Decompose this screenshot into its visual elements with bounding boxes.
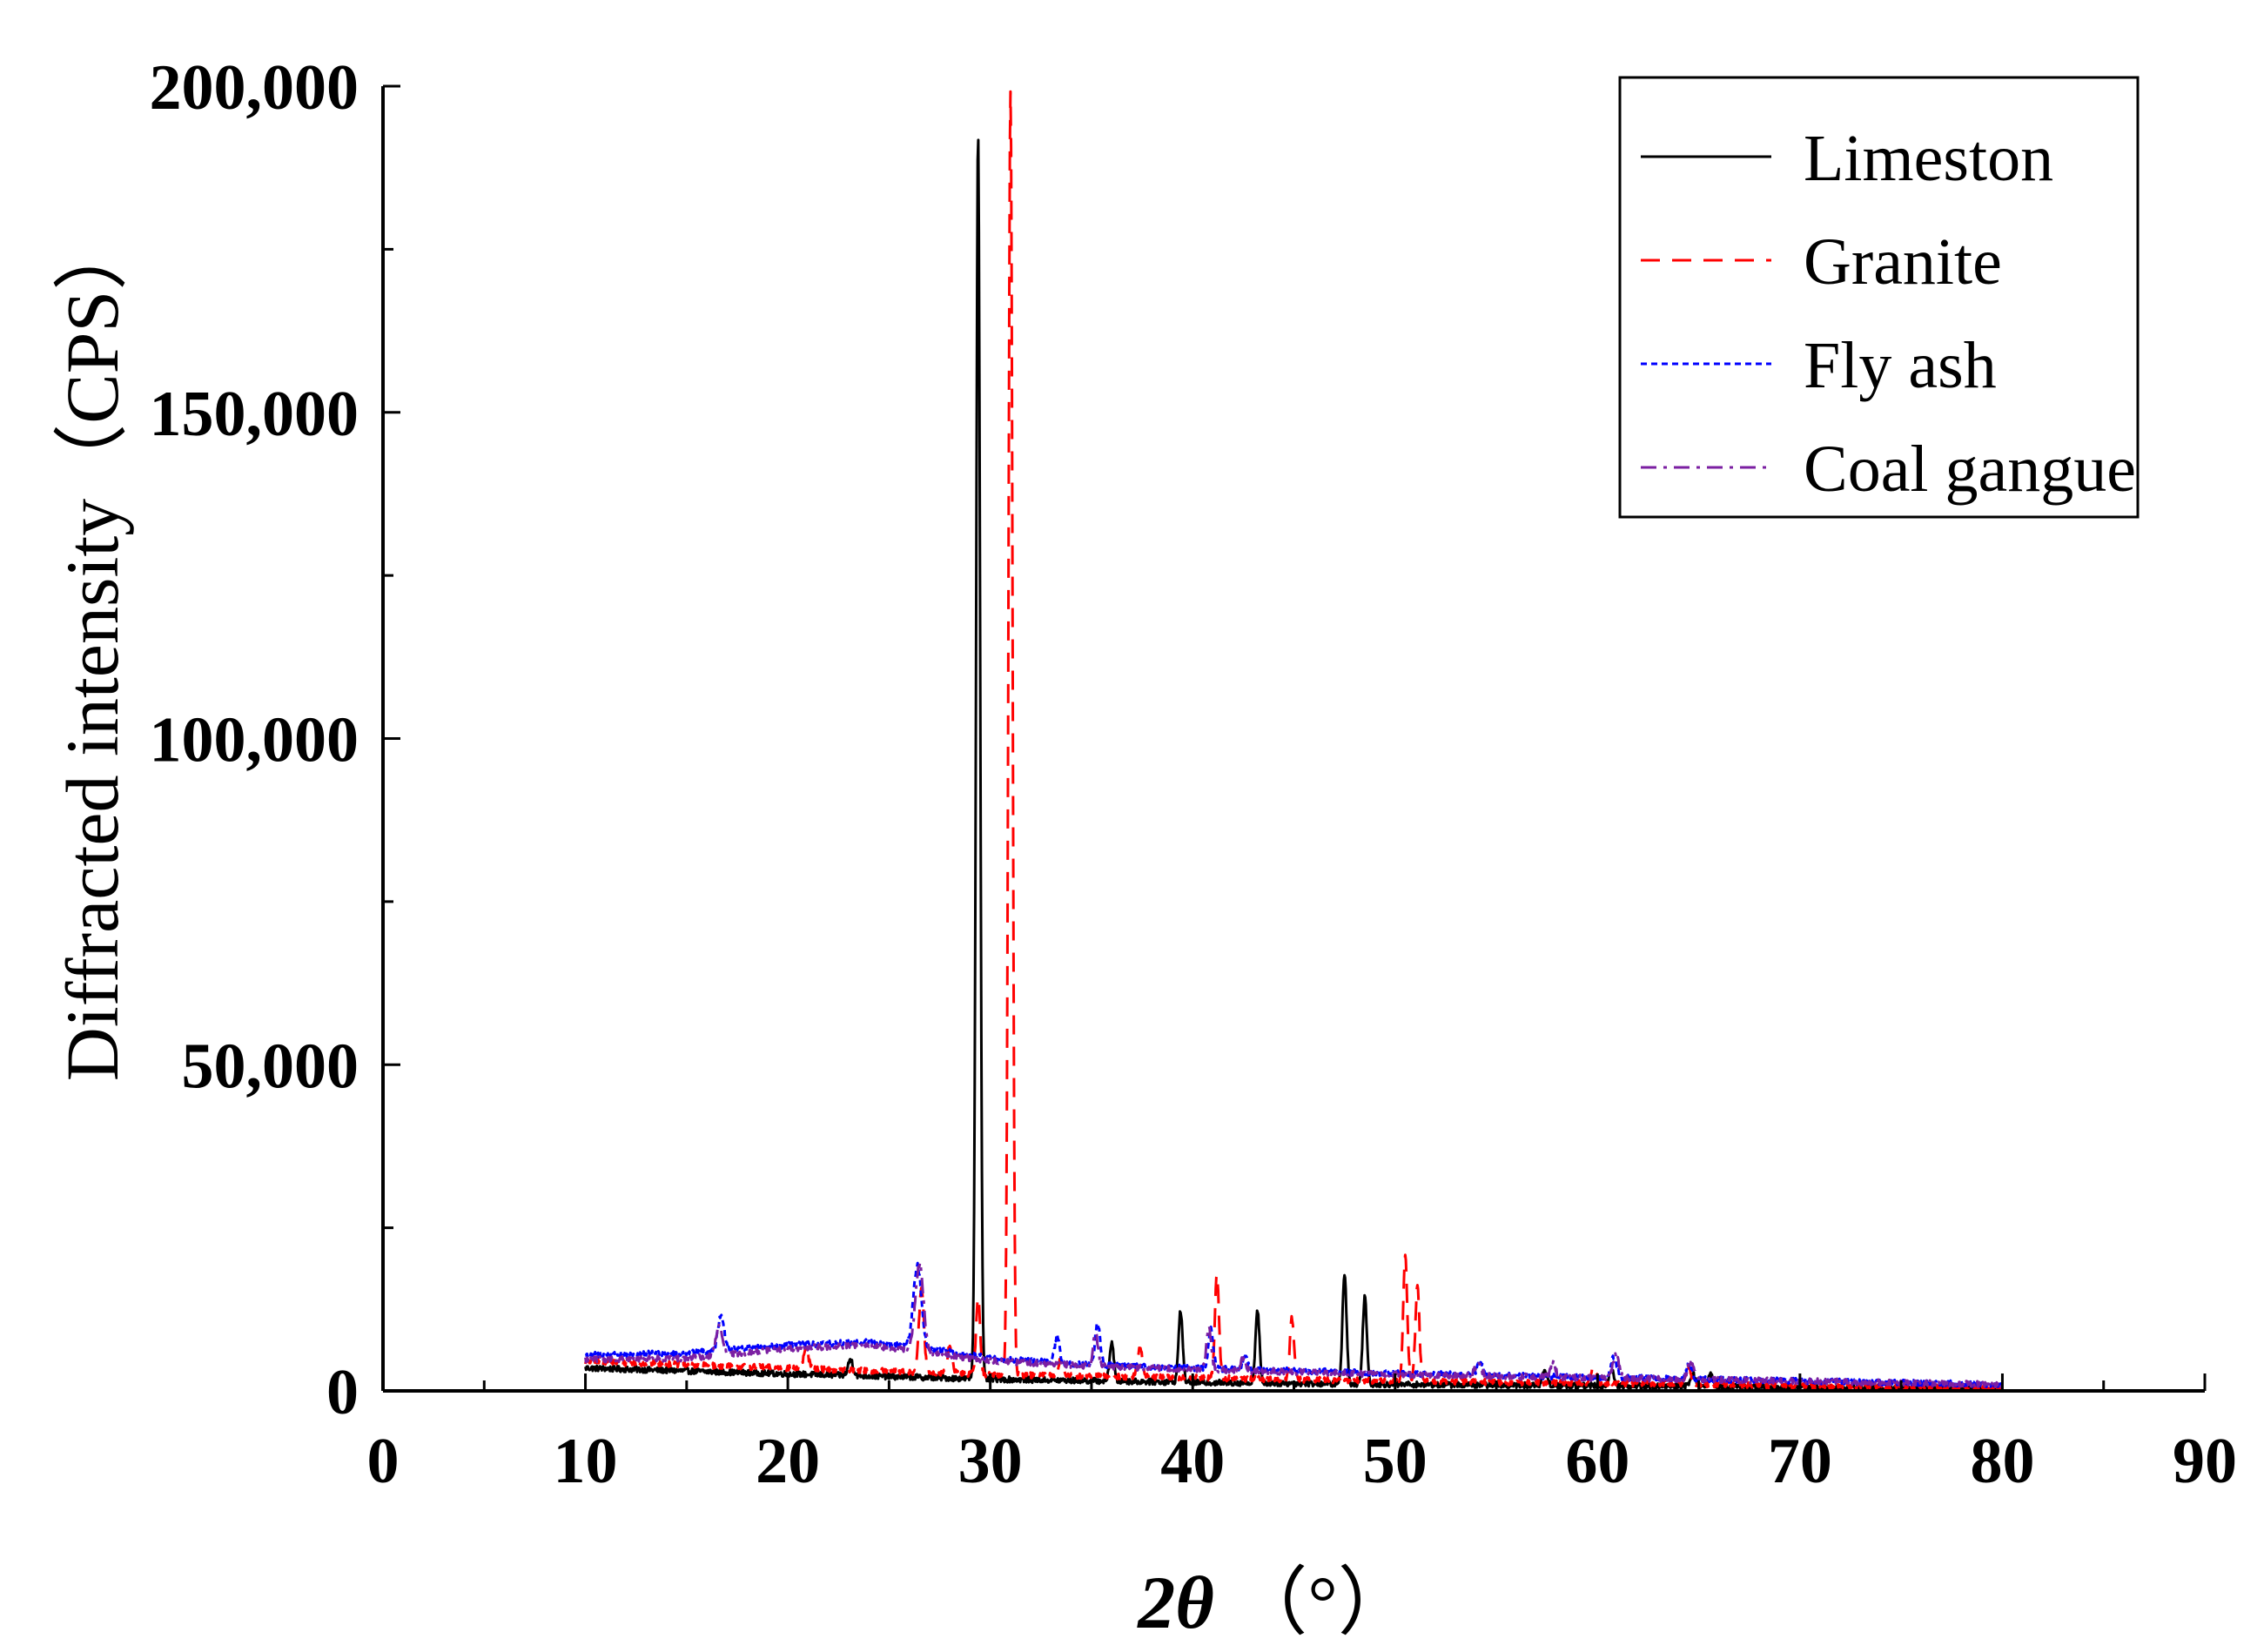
legend-label: Coal gangue (1804, 433, 2136, 506)
y-tick-label: 200,000 (150, 52, 359, 124)
x-tick-label: 0 (367, 1426, 400, 1497)
legend-box (1618, 76, 2140, 519)
x-tick-label: 80 (1970, 1426, 2034, 1497)
x-tick-label: 90 (2173, 1426, 2237, 1497)
y-tick-label: 100,000 (150, 705, 359, 776)
x-tick-label: 70 (1768, 1426, 1832, 1497)
legend: Limeston Granite Fly ash Coal gangue (1618, 76, 2140, 519)
x-tick-label: 10 (554, 1426, 618, 1497)
series-line-granite (584, 90, 2004, 1392)
legend-label: Granite (1804, 225, 2002, 299)
x-axis-title-unit: （°） (1233, 1561, 1412, 1644)
series-line-coal-gangue (584, 1260, 2004, 1389)
x-tick-label: 60 (1565, 1426, 1629, 1497)
y-tick-label: 0 (326, 1357, 359, 1428)
legend-label: Limeston (1804, 122, 2053, 195)
x-tick-label: 30 (958, 1426, 1023, 1497)
axes (381, 84, 2207, 1393)
y-tick-label: 150,000 (150, 379, 359, 450)
x-axis-title-main: 2θ (1136, 1561, 1214, 1644)
y-axis-title: Diffracted intensity（CPS） (50, 216, 134, 1082)
x-tick-label: 50 (1363, 1426, 1428, 1497)
tick-labels: 0 10 20 30 40 50 60 70 80 90 0 50,000 100,000 150,000… (150, 52, 2238, 1497)
x-tick-label: 20 (756, 1426, 820, 1497)
y-tick-label: 50,000 (182, 1031, 359, 1102)
x-axis-title: 2θ （°） (1136, 1561, 1413, 1644)
x-tick-label: 40 (1160, 1426, 1225, 1497)
legend-label: Fly ash (1804, 329, 1997, 402)
